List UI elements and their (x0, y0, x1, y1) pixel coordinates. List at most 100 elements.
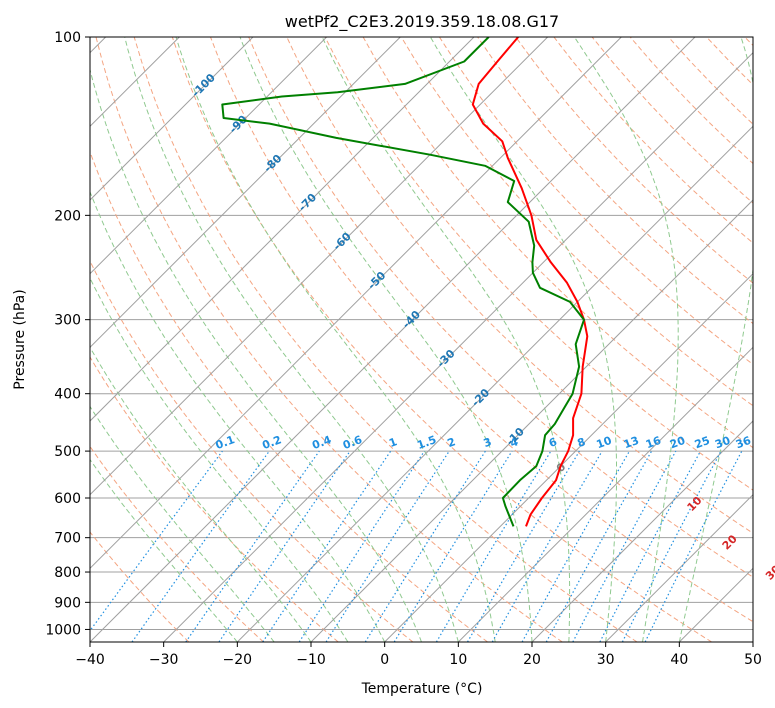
mixing-ratio-line (521, 450, 631, 642)
mixing-ratio-line (393, 450, 513, 642)
dry-adiabat (90, 445, 264, 642)
mixing-ratio-line (185, 450, 320, 642)
dry-adiabat (515, 37, 753, 284)
mixing-ratio-line (599, 450, 702, 642)
dry-adiabat (171, 37, 712, 642)
dry-adiabat (90, 259, 414, 642)
mixing-ratio-label: 25 (693, 434, 712, 451)
mixing-ratio-label: 3 (482, 435, 494, 450)
x-tick-label: 40 (670, 652, 688, 668)
mixing-ratio-label: 1.5 (415, 433, 438, 452)
y-tick-label: 900 (54, 595, 81, 611)
isotherm-label: -30 (434, 347, 457, 370)
isotherm (384, 272, 753, 642)
dry-adiabat (133, 37, 638, 642)
mixing-ratio-label: 0.4 (310, 433, 333, 452)
moist-adiabat (90, 67, 422, 642)
mixing-ratio-line (644, 450, 743, 642)
dry-adiabat (90, 150, 488, 642)
y-tick-label: 500 (54, 444, 81, 460)
mixing-ratio-label: 4 (508, 435, 520, 450)
moist-adiabat (321, 37, 571, 642)
isotherm-label: -100 (189, 71, 218, 100)
moist-adiabats (90, 37, 753, 642)
isotherm (90, 37, 475, 422)
mixing-ratio-label: 0.2 (260, 433, 283, 452)
dewpoint-line (221, 37, 585, 527)
x-tick-label: 10 (449, 652, 467, 668)
mixing-ratio-label: 0.6 (341, 433, 364, 452)
y-tick-label: 300 (54, 313, 81, 329)
mixing-ratio-line (298, 450, 425, 642)
y-tick-label: 1000 (45, 622, 81, 638)
y-tick-label: 400 (54, 387, 81, 403)
moist-adiabat (90, 458, 238, 642)
mixing-ratio-label: 10 (595, 434, 614, 452)
plot-frame (89, 36, 754, 643)
mixing-ratio-line (90, 450, 223, 632)
isotherm-label: -10 (504, 425, 527, 448)
isotherm (236, 125, 753, 642)
x-tick-label: −20 (223, 652, 253, 668)
x-tick-label: −30 (149, 652, 179, 668)
x-tick-label: 50 (744, 652, 762, 668)
mixing-ratio-line (572, 450, 677, 642)
dry-adiabat (248, 37, 753, 578)
moist-adiabat (678, 37, 753, 642)
mixing-ratio-label: 6 (547, 435, 559, 450)
isotherms (90, 37, 753, 642)
moist-adiabat (573, 37, 679, 642)
moist-adiabat (90, 276, 349, 642)
moist-adiabat (90, 405, 275, 642)
dry-adiabat (744, 37, 753, 47)
isotherm-label: -50 (365, 269, 388, 292)
isotherm (752, 641, 753, 642)
mixing-ratio-label: 13 (622, 434, 641, 451)
isotherm (90, 37, 696, 642)
x-axis-label: Temperature (°C) (361, 681, 483, 697)
moist-adiabat (429, 37, 617, 642)
dry-adiabat-label: 20 (720, 532, 740, 552)
dry-adiabat-label: 30 (763, 563, 775, 583)
isotherm (90, 37, 622, 570)
y-tick-label: 100 (54, 30, 81, 46)
moist-adiabat (175, 37, 496, 642)
chart-title: wetPf2_C2E3.2019.359.18.08.G17 (285, 12, 559, 32)
sounding-profiles (221, 37, 589, 527)
isotherm (90, 37, 254, 201)
mixing-ratio-line (131, 450, 270, 642)
dry-adiabat (90, 531, 190, 642)
isotherm (90, 37, 328, 275)
mixing-ratio-label: 20 (668, 434, 687, 452)
x-tick-label: −40 (75, 652, 105, 668)
isotherm (90, 37, 401, 349)
dry-adiabat (438, 37, 753, 366)
mixing-ratio-label: 0.1 (214, 433, 237, 452)
x-tick-label: 30 (597, 652, 615, 668)
isotherm-label: -60 (331, 230, 354, 253)
moist-adiabat (90, 346, 312, 642)
isotherm-label: -20 (469, 386, 492, 409)
moist-adiabat (124, 37, 459, 642)
dry-adiabat (668, 37, 753, 125)
mixing-ratio-line (262, 450, 392, 642)
isotherm (163, 51, 753, 642)
reference-lines (90, 37, 753, 642)
mixing-ratio-label: 8 (576, 435, 588, 450)
x-tick-label: 20 (523, 652, 541, 668)
moist-adiabat (90, 190, 386, 642)
mixing-ratio-label: 1 (387, 435, 399, 450)
y-tick-label: 800 (54, 565, 81, 581)
dry-adiabats (90, 37, 753, 642)
x-tick-label: −10 (296, 652, 326, 668)
isotherm-label: -90 (227, 113, 250, 136)
mixing-ratio-line (218, 450, 351, 642)
isotherm (310, 199, 753, 642)
isotherm (605, 493, 753, 642)
y-tick-label: 200 (54, 208, 81, 224)
dry-adiabat-label: 10 (685, 494, 705, 514)
mixing-ratio-label: 30 (713, 434, 732, 452)
isotherm (457, 346, 753, 642)
mixing-ratio-label: 16 (644, 434, 663, 452)
